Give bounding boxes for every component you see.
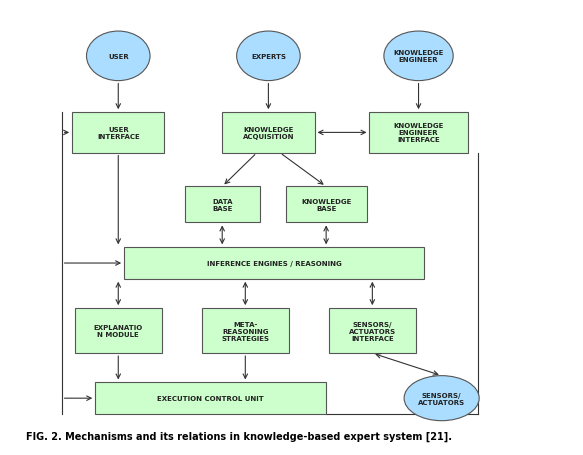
FancyBboxPatch shape [72, 113, 164, 153]
Text: FIG. 2. Mechanisms and its relations in knowledge-based expert system [21].: FIG. 2. Mechanisms and its relations in … [26, 431, 452, 441]
FancyBboxPatch shape [95, 383, 326, 414]
FancyBboxPatch shape [370, 113, 468, 153]
Text: SENSORS/
ACTUATORS
INTERFACE: SENSORS/ ACTUATORS INTERFACE [349, 321, 396, 341]
Text: EXECUTION CONTROL UNIT: EXECUTION CONTROL UNIT [157, 395, 264, 401]
Text: KNOWLEDGE
BASE: KNOWLEDGE BASE [301, 198, 352, 212]
Ellipse shape [86, 32, 150, 81]
FancyBboxPatch shape [202, 308, 289, 354]
Ellipse shape [404, 376, 479, 421]
Text: INFERENCE ENGINES / REASONING: INFERENCE ENGINES / REASONING [207, 260, 342, 267]
Ellipse shape [237, 32, 300, 81]
Text: EXPLANATIO
N MODULE: EXPLANATIO N MODULE [94, 324, 143, 337]
FancyBboxPatch shape [222, 113, 315, 153]
FancyBboxPatch shape [286, 187, 367, 223]
Text: EXPERTS: EXPERTS [251, 54, 286, 60]
Text: KNOWLEDGE
ENGINEER: KNOWLEDGE ENGINEER [394, 50, 444, 63]
Text: USER
INTERFACE: USER INTERFACE [97, 126, 140, 140]
FancyBboxPatch shape [329, 308, 416, 354]
FancyBboxPatch shape [75, 308, 161, 354]
Text: META-
REASONING
STRATEGIES: META- REASONING STRATEGIES [222, 321, 269, 341]
FancyBboxPatch shape [124, 248, 424, 279]
Text: KNOWLEDGE
ACQUISITION: KNOWLEDGE ACQUISITION [243, 126, 294, 140]
Text: SENSORS/
ACTUATORS: SENSORS/ ACTUATORS [418, 392, 465, 405]
Text: DATA
BASE: DATA BASE [212, 198, 233, 212]
Text: USER: USER [108, 54, 129, 60]
Ellipse shape [384, 32, 453, 81]
Text: KNOWLEDGE
ENGINEER
INTERFACE: KNOWLEDGE ENGINEER INTERFACE [394, 123, 444, 143]
FancyBboxPatch shape [185, 187, 260, 223]
